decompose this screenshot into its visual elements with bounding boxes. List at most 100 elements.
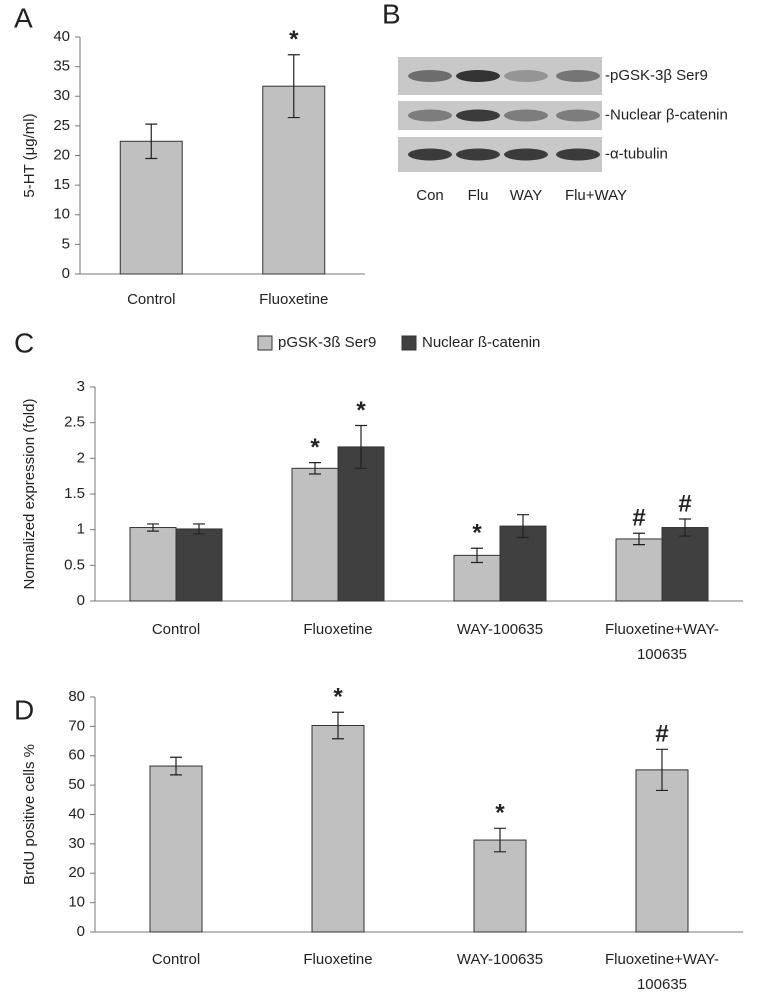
- y-tick-label: 2: [77, 449, 85, 466]
- error-bar: [309, 462, 321, 475]
- y-tick-label: 0.5: [64, 556, 85, 573]
- y-tick-label: 40: [68, 805, 85, 822]
- y-tick-label: 10: [68, 894, 85, 911]
- significance-marker: #: [632, 505, 645, 532]
- panel-label: D: [14, 694, 34, 725]
- x-tick-label: Fluoxetine+WAY- 100635: [605, 951, 719, 993]
- y-tick-label: 2.5: [64, 414, 85, 431]
- x-tick-label: Control: [152, 951, 200, 968]
- legend-label: Nuclear ß-catenin: [422, 334, 540, 351]
- error-bar: [471, 547, 483, 564]
- significance-marker: *: [289, 26, 299, 53]
- y-tick-label: 0: [77, 592, 85, 609]
- blot-band: [408, 70, 452, 82]
- panel-label: C: [14, 327, 34, 358]
- bar: [119, 140, 183, 275]
- significance-marker: *: [333, 684, 343, 711]
- bar: [337, 446, 385, 602]
- y-tick-label: 30: [68, 835, 85, 852]
- y-tick-label: 3: [77, 378, 85, 395]
- label-line: 100635: [637, 646, 687, 663]
- y-tick-label: 10: [53, 206, 70, 223]
- x-tick-label: WAY-100635: [457, 951, 543, 968]
- y-tick-label: 0: [77, 923, 85, 940]
- error-bar: [494, 827, 506, 853]
- bar: [291, 467, 339, 602]
- blot-row-label: -pGSK-3β Ser9: [605, 67, 708, 84]
- y-tick-label: 35: [53, 58, 70, 75]
- bar: [473, 839, 527, 933]
- bar: [615, 538, 663, 602]
- blot-row-label: -Nuclear β-catenin: [605, 106, 728, 123]
- error-bar: [679, 518, 691, 537]
- panel-label: A: [14, 2, 33, 33]
- x-tick-label: Control: [152, 621, 200, 638]
- y-tick-label: 20: [68, 864, 85, 881]
- error-bar: [656, 748, 668, 792]
- x-tick-label: Fluoxetine: [303, 621, 372, 638]
- blot-band: [456, 109, 500, 122]
- significance-marker: #: [678, 490, 691, 517]
- y-tick-label: 1.5: [64, 485, 85, 502]
- bar: [499, 525, 547, 602]
- y-tick-label: 15: [53, 176, 70, 193]
- error-bar: [287, 54, 300, 119]
- label-line: Fluoxetine+WAY-: [605, 951, 719, 968]
- y-tick-label: 40: [53, 28, 70, 45]
- y-tick-label: 0: [62, 265, 70, 282]
- y-tick-label: 50: [68, 776, 85, 793]
- y-tick-label: 25: [53, 117, 70, 134]
- y-tick-label: 30: [53, 87, 70, 104]
- legend-swatch: [257, 335, 273, 351]
- significance-marker: *: [472, 520, 482, 547]
- bar: [635, 769, 689, 933]
- x-tick-label: Fluoxetine: [303, 951, 372, 968]
- blot-band: [556, 109, 600, 122]
- label-line: 100635: [637, 976, 687, 993]
- blot-row-label: -α-tubulin: [605, 145, 668, 162]
- y-axis-title: BrdU positive cells %: [21, 744, 38, 885]
- error-bar: [145, 123, 158, 160]
- significance-marker: *: [495, 800, 505, 827]
- error-bar: [633, 532, 645, 546]
- error-bar: [170, 756, 182, 776]
- bar: [311, 724, 365, 933]
- blot-band: [456, 70, 500, 82]
- blot-band: [456, 148, 500, 161]
- blot-band: [408, 148, 452, 161]
- error-bar: [193, 523, 205, 535]
- y-tick-label: 5: [62, 235, 70, 252]
- y-tick-label: 80: [68, 688, 85, 705]
- bar: [149, 765, 203, 933]
- error-bar: [147, 523, 159, 532]
- error-bar: [517, 514, 529, 539]
- label-line: Fluoxetine+WAY-: [605, 621, 719, 638]
- y-axis-title: Normalized expression (fold): [21, 399, 38, 590]
- y-axis-title: 5-HT (μg/ml): [21, 113, 38, 197]
- significance-marker: #: [655, 721, 668, 748]
- error-bar: [355, 424, 367, 469]
- bar: [129, 527, 177, 602]
- bar: [175, 528, 223, 602]
- panel-label: B: [382, 0, 401, 29]
- blot-band: [556, 70, 600, 82]
- x-tick-label: Fluoxetine: [259, 291, 328, 308]
- blot-lane-label: Flu+WAY: [565, 187, 627, 204]
- error-bar: [332, 711, 344, 740]
- legend-swatch: [401, 335, 417, 351]
- blot-lane-label: WAY: [510, 187, 543, 204]
- y-tick-label: 1: [77, 521, 85, 538]
- x-tick-label: WAY-100635: [457, 621, 543, 638]
- y-tick-label: 20: [53, 146, 70, 163]
- blot-band: [408, 109, 452, 122]
- x-tick-label: Control: [127, 291, 175, 308]
- y-tick-label: 70: [68, 717, 85, 734]
- blot-band: [556, 148, 600, 161]
- legend-label: pGSK-3ß Ser9: [278, 334, 376, 351]
- blot-lane-label: Con: [416, 187, 444, 204]
- bar: [661, 527, 709, 602]
- blot-band: [504, 148, 548, 161]
- blot-band: [504, 109, 548, 122]
- significance-marker: *: [310, 434, 320, 461]
